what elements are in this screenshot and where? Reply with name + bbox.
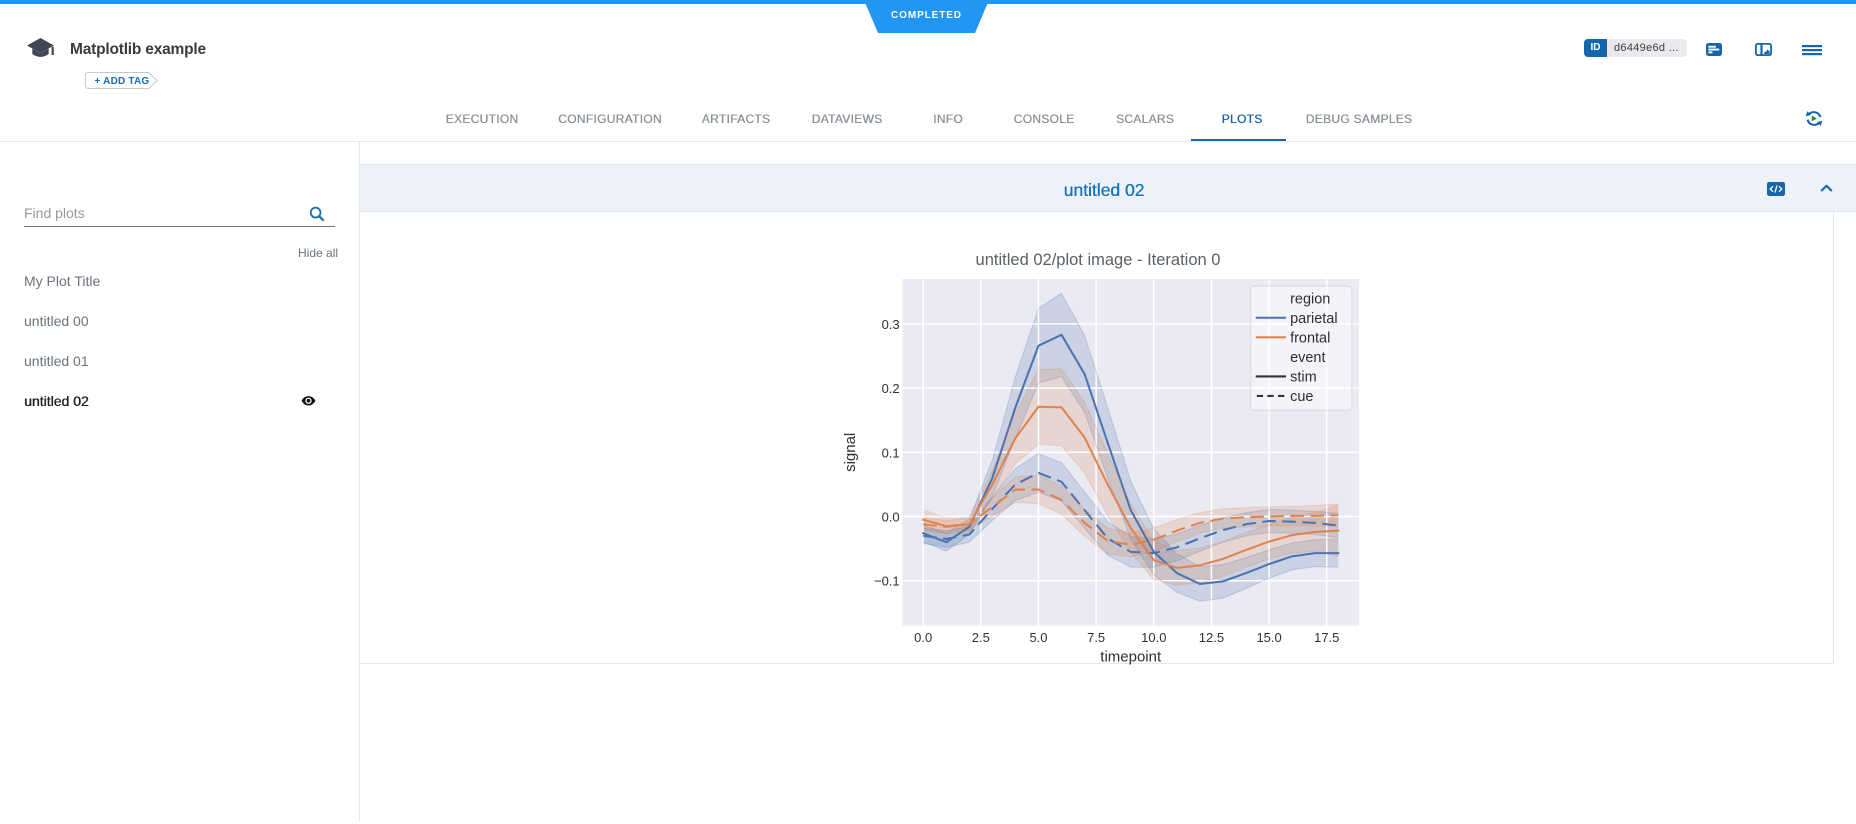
svg-text:15.0: 15.0 <box>1256 630 1281 645</box>
svg-text:2.5: 2.5 <box>972 630 990 645</box>
svg-text:0.2: 0.2 <box>882 381 900 396</box>
svg-text:0.1: 0.1 <box>882 445 900 460</box>
svg-text:5.0: 5.0 <box>1029 630 1047 645</box>
svg-text:parietal: parietal <box>1290 311 1338 327</box>
svg-text:cue: cue <box>1290 389 1313 405</box>
svg-text:17.5: 17.5 <box>1314 630 1339 645</box>
svg-text:frontal: frontal <box>1290 330 1330 346</box>
svg-text:0.0: 0.0 <box>882 509 900 524</box>
svg-text:region: region <box>1290 291 1330 307</box>
svg-text:stim: stim <box>1290 369 1317 385</box>
svg-text:signal: signal <box>842 433 859 472</box>
svg-text:12.5: 12.5 <box>1199 630 1224 645</box>
svg-text:0.3: 0.3 <box>882 317 900 332</box>
svg-text:event: event <box>1290 350 1325 366</box>
svg-text:10.0: 10.0 <box>1141 630 1166 645</box>
svg-text:7.5: 7.5 <box>1087 630 1105 645</box>
svg-text:0.0: 0.0 <box>914 630 932 645</box>
svg-text:−0.1: −0.1 <box>874 574 900 589</box>
svg-text:+ ADD TAG: + ADD TAG <box>95 76 150 87</box>
svg-text:timepoint: timepoint <box>1100 649 1162 666</box>
